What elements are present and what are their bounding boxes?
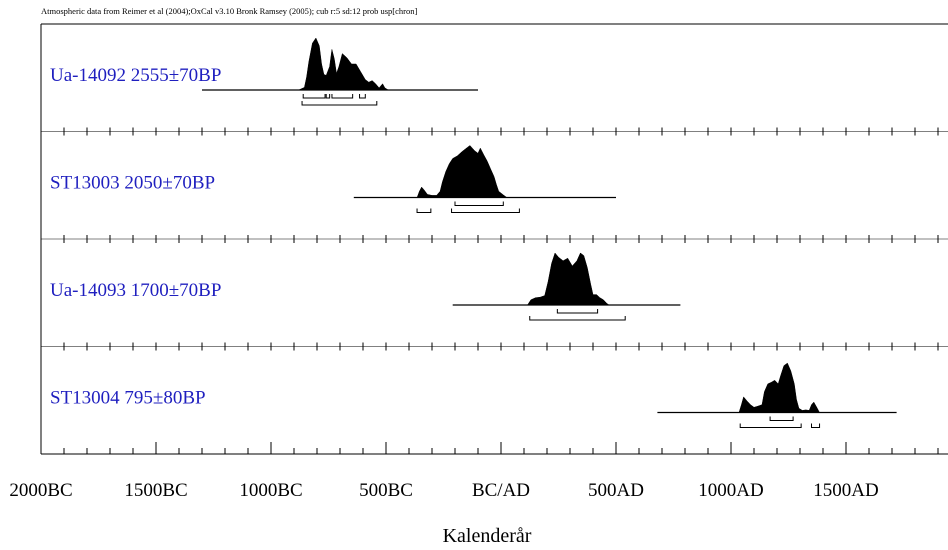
x-tick-label: BC/AD xyxy=(472,480,530,501)
panel-1: Ua-14092 2555±70BP xyxy=(40,37,948,136)
sample-label: ST13004 795±80BP xyxy=(50,388,206,409)
probability-distribution xyxy=(527,252,610,306)
calibration-panels: Ua-14092 2555±70BP ST13003 2050±70BP Ua-14… xyxy=(40,37,948,428)
x-tick-label: 1000AD xyxy=(698,480,763,501)
panel-4: ST13004 795±80BP xyxy=(50,362,897,428)
sigma1-range-bracket xyxy=(302,94,326,99)
attribution-text: Atmospheric data from Reimer et al (2004… xyxy=(41,6,417,16)
sample-label: Ua-14092 2555±70BP xyxy=(50,65,221,86)
probability-distribution xyxy=(298,37,390,91)
x-tick-label: 2000BC xyxy=(9,480,72,501)
sigma2-range-bracket xyxy=(529,316,626,321)
sigma2-range-bracket xyxy=(811,423,821,428)
x-tick-label: 500AD xyxy=(588,480,644,501)
panel-3: Ua-14093 1700±70BP xyxy=(40,252,948,351)
x-axis: 2000BC 1500BC 1000BC 500BC BC/AD 500AD 1000AD 1… xyxy=(9,442,948,501)
x-tick-label: 500BC xyxy=(359,480,413,501)
sigma2-range-bracket xyxy=(416,208,432,213)
x-axis-label: Kalenderår xyxy=(443,525,532,547)
panel-2: ST13003 2050±70BP xyxy=(40,145,948,243)
x-tick-label: 1500BC xyxy=(124,480,187,501)
sigma2-range-bracket xyxy=(301,101,378,106)
probability-distribution xyxy=(416,145,508,198)
x-tick-label: 1500AD xyxy=(813,480,878,501)
sigma2-range-bracket xyxy=(739,423,802,428)
sigma1-range-bracket xyxy=(359,94,366,99)
sigma1-range-bracket xyxy=(331,94,354,99)
sigma1-range-bracket xyxy=(454,201,504,206)
sigma1-range-bracket xyxy=(325,94,331,99)
sample-label: Ua-14093 1700±70BP xyxy=(50,280,221,301)
x-tick-label: 1000BC xyxy=(239,480,302,501)
sigma1-range-bracket xyxy=(769,416,794,421)
sigma1-range-bracket xyxy=(556,309,599,314)
probability-distribution xyxy=(738,362,820,413)
sample-label: ST13003 2050±70BP xyxy=(50,173,215,194)
sigma2-range-bracket xyxy=(451,208,520,213)
